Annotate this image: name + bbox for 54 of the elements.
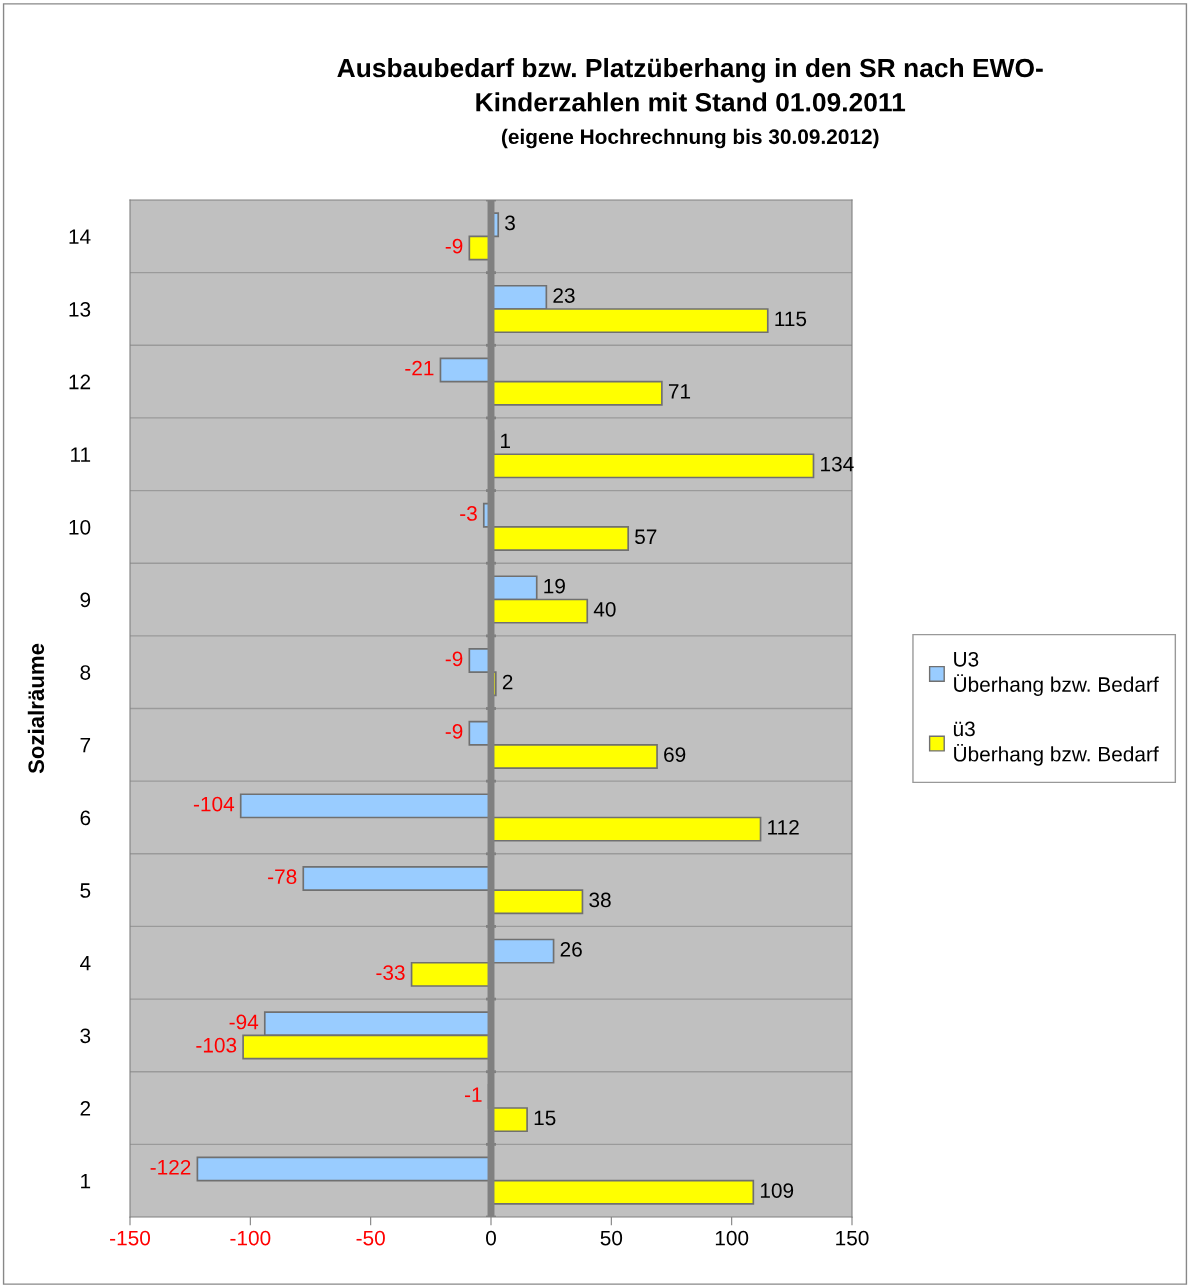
- legend-label: ü3 Überhang bzw. Bedarf: [953, 721, 1159, 766]
- data-label: 115: [775, 311, 807, 327]
- data-label: 112: [768, 819, 799, 835]
- legend-label: U3 Überhang bzw. Bedarf: [954, 651, 1159, 696]
- data-label: -1: [464, 1087, 482, 1102]
- data-label: 69: [664, 747, 686, 763]
- y-tick-label: 10: [69, 519, 91, 535]
- data-label: -94: [229, 1014, 259, 1030]
- data-label: 57: [635, 529, 657, 545]
- y-tick-label: 11: [71, 447, 91, 462]
- x-tick-label: 0: [486, 1230, 496, 1246]
- y-tick-label: 7: [80, 738, 91, 753]
- x-tick-label: -50: [356, 1230, 385, 1246]
- y-tick-label: 3: [80, 1028, 91, 1044]
- chart-subtitle: (eigene Hochrechnung bis 30.09.2012): [501, 128, 879, 149]
- y-tick-label: 4: [80, 955, 91, 971]
- x-tick-label: 100: [715, 1230, 749, 1246]
- y-tick-label: 13: [69, 301, 91, 317]
- data-label: 3: [505, 215, 515, 231]
- data-label: -122: [150, 1159, 191, 1175]
- data-label: 71: [668, 384, 691, 399]
- data-label: -3: [460, 506, 477, 521]
- data-label: 15: [534, 1110, 556, 1126]
- y-tick-label: 14: [69, 229, 91, 244]
- data-label: 1: [501, 433, 510, 449]
- data-label: -9: [445, 651, 463, 667]
- y-tick-label: 6: [80, 810, 91, 826]
- y-tick-label: 12: [69, 374, 91, 390]
- y-tick-label: 2: [80, 1101, 91, 1116]
- y-tick-label: 9: [80, 592, 91, 608]
- y-tick-label: 8: [80, 665, 91, 680]
- data-label: -104: [193, 796, 235, 812]
- x-tick-label: 150: [836, 1230, 869, 1246]
- y-tick-label: 5: [80, 883, 91, 898]
- data-label: -103: [196, 1037, 237, 1053]
- data-label: 2: [502, 674, 513, 690]
- chart-title: Ausbaubedarf bzw. Platzüberhang in den SR nach EWO- Kinderzahlen mit Stand 01.09.2011: [337, 57, 1043, 112]
- x-tick-label: 50: [600, 1230, 623, 1246]
- data-label: -78: [268, 869, 297, 885]
- x-tick-label: -150: [110, 1230, 151, 1246]
- data-label: 40: [593, 602, 616, 617]
- data-label: -9: [445, 724, 463, 739]
- data-label: 26: [560, 941, 582, 957]
- data-label: -9: [445, 238, 463, 254]
- data-label: -33: [376, 965, 405, 980]
- y-axis-title: Sozialräume: [27, 643, 45, 774]
- data-label: 109: [760, 1183, 794, 1198]
- x-tick-label: -100: [230, 1230, 271, 1246]
- data-label: 23: [553, 288, 575, 303]
- y-tick-label: 1: [81, 1173, 91, 1189]
- data-label: 19: [544, 578, 565, 594]
- data-label: -21: [405, 360, 434, 376]
- data-label: 38: [589, 892, 611, 908]
- data-label: 134: [821, 456, 854, 472]
